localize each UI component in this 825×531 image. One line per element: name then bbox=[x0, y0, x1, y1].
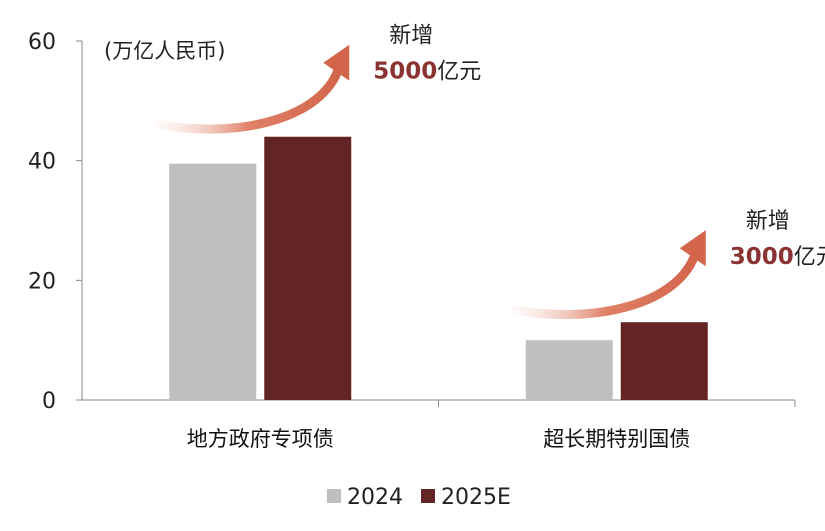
annotation-amount-number: 5000 bbox=[373, 59, 437, 85]
bar-2025E bbox=[620, 322, 708, 400]
annotation-label: 新增 bbox=[746, 209, 790, 234]
bar-2024 bbox=[525, 340, 613, 400]
annotation-amount: 5000亿元 bbox=[373, 59, 481, 85]
y-tick-label: 20 bbox=[28, 269, 56, 294]
y-tick-label: 0 bbox=[42, 389, 56, 414]
legend-label-2024: 2024 bbox=[347, 485, 403, 510]
legend: 2024 2025E bbox=[327, 485, 511, 510]
annotation-amount-unit: 亿元 bbox=[794, 245, 825, 270]
labels: (万亿人民币)地方政府专项债超长期特别国债新增5000亿元新增3000亿元 bbox=[104, 24, 825, 451]
annotation-amount-number: 3000 bbox=[730, 244, 794, 270]
growth-arrow-head bbox=[679, 230, 706, 267]
unit-label: (万亿人民币) bbox=[104, 39, 225, 63]
growth-arrow-shaft bbox=[154, 62, 344, 134]
annotation-label: 新增 bbox=[389, 24, 433, 49]
y-tick-label: 40 bbox=[28, 150, 56, 175]
bars bbox=[169, 136, 708, 400]
growth-arrows bbox=[154, 44, 706, 320]
bar-2025E bbox=[264, 136, 352, 400]
growth-arrow-shaft bbox=[511, 247, 701, 320]
annotation-amount-unit: 亿元 bbox=[437, 60, 481, 85]
growth-arrow-head bbox=[323, 44, 350, 81]
legend-label-2025E: 2025E bbox=[441, 485, 511, 510]
y-tick-label: 60 bbox=[28, 30, 56, 55]
annotation-amount: 3000亿元 bbox=[730, 244, 825, 270]
x-category-label: 超长期特别国债 bbox=[543, 427, 690, 451]
x-category-label: 地方政府专项债 bbox=[187, 427, 334, 451]
legend-swatch-2024 bbox=[327, 489, 341, 503]
legend-swatch-2025E bbox=[421, 489, 435, 503]
bar-2024 bbox=[169, 163, 257, 400]
